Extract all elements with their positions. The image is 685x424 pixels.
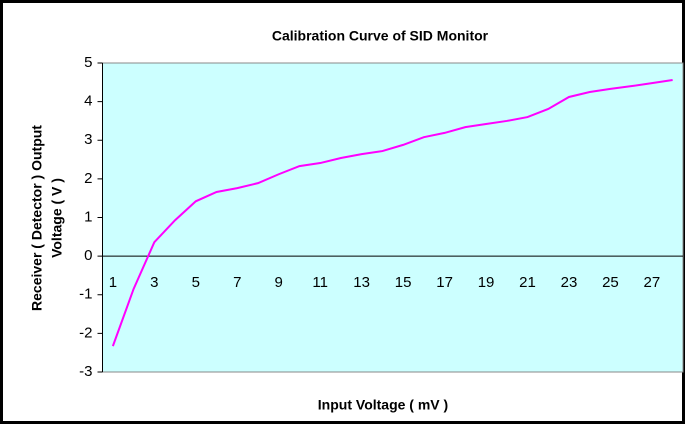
x-tick-label: 3 <box>150 274 158 291</box>
x-tick-label: 11 <box>312 274 328 291</box>
x-tick-label: 1 <box>109 274 117 291</box>
x-tick-label: 23 <box>561 274 578 291</box>
x-tick-label: 9 <box>275 274 283 291</box>
x-tick-label: 19 <box>478 274 495 291</box>
y-tick-label: 5 <box>84 54 92 71</box>
x-tick-label: 15 <box>395 274 412 291</box>
y-tick-label: 0 <box>84 247 92 264</box>
x-tick-label: 17 <box>436 274 453 291</box>
y-tick-label: -2 <box>79 324 92 341</box>
x-axis-title: Input Voltage ( mV ) <box>318 397 448 413</box>
y-axis-title: Receiver ( Detector ) Output <box>29 125 45 311</box>
data-line <box>111 79 673 347</box>
y-tick-label: -1 <box>79 286 92 303</box>
chart-title: Calibration Curve of SID Monitor <box>272 28 489 44</box>
x-tick-label: 5 <box>192 274 200 291</box>
x-tick-label: 7 <box>233 274 241 291</box>
y-tick-label: 4 <box>84 93 92 110</box>
y-tick-label: 1 <box>84 208 92 225</box>
plot-area <box>102 62 684 373</box>
x-tick-label: 21 <box>519 274 536 291</box>
y-tick-label: 3 <box>84 131 92 148</box>
y-axis-title: Voltage ( V ) <box>49 178 65 258</box>
x-tick-label: 13 <box>353 274 370 291</box>
x-tick-label: 25 <box>602 274 619 291</box>
y-tick-label: 2 <box>84 170 92 187</box>
x-tick-label: 27 <box>644 274 661 291</box>
y-tick-label: -3 <box>79 363 92 380</box>
